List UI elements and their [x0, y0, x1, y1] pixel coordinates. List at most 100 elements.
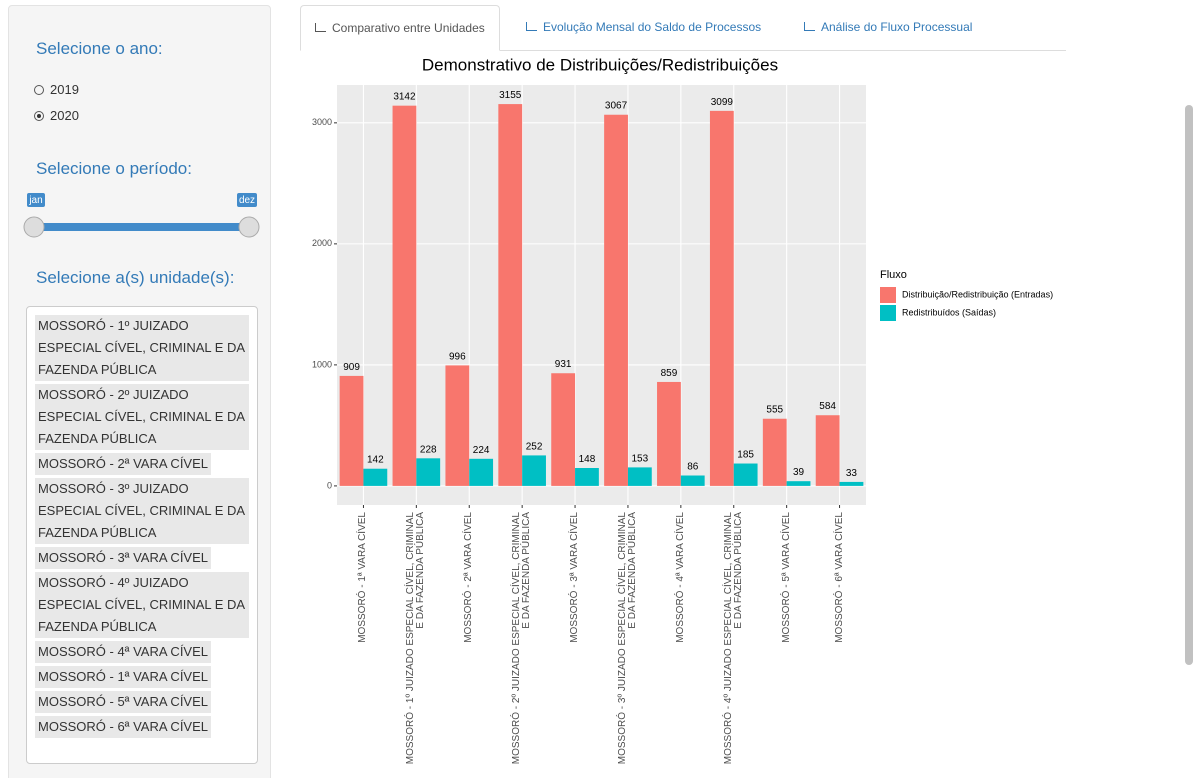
year-label: Selecione o ano: — [36, 39, 163, 58]
slider-handle[interactable] — [23, 216, 45, 238]
unit-chip[interactable]: MOSSORÓ - 4º JUIZADO ESPECIAL CÍVEL, CRI… — [35, 572, 249, 638]
legend-swatch — [880, 305, 896, 321]
x-tick-label: MOSSORÓ - 2º JUIZADO ESPECIAL CÍVEL, CRI… — [511, 512, 533, 765]
period-slider[interactable]: jan dez — [9, 191, 272, 251]
bar — [498, 104, 523, 486]
y-tick-label: 2000 — [312, 238, 332, 248]
x-tick-label: MOSSORÓ - 6ª VARA CÍVEL — [833, 512, 845, 643]
bar — [839, 481, 864, 486]
slider-to: dez — [239, 195, 255, 206]
unit-chip[interactable]: MOSSORÓ - 4ª VARA CÍVEL — [35, 641, 212, 663]
value-label: 148 — [579, 454, 596, 465]
scrollbar[interactable] — [1185, 105, 1193, 665]
tab-label[interactable]: Comparativo entre Unidades — [332, 21, 485, 35]
bar — [392, 105, 417, 486]
legend-title: Fluxo — [880, 269, 907, 281]
unit-chip[interactable]: MOSSORÓ - 3º JUIZADO ESPECIAL CÍVEL, CRI… — [35, 478, 249, 544]
y-tick-label: 0 — [327, 480, 332, 490]
bar — [709, 110, 734, 486]
bar — [522, 455, 546, 486]
tab-bar: Comparativo entre Unidades Evolução Mensa… — [300, 5, 1066, 51]
value-label: 224 — [473, 445, 490, 456]
slider-handle[interactable] — [238, 216, 260, 238]
bar — [680, 475, 705, 486]
value-label: 33 — [846, 468, 858, 479]
bar — [445, 365, 470, 486]
unit-chip[interactable]: MOSSORÓ - 6ª VARA CÍVEL — [35, 716, 212, 738]
bar — [575, 467, 599, 486]
bar — [733, 463, 758, 486]
value-label: 3155 — [499, 90, 522, 101]
period-label: Selecione o período: — [36, 159, 192, 178]
tab-icon — [804, 22, 815, 31]
slider-from: jan — [28, 195, 42, 206]
value-label: 996 — [449, 351, 466, 362]
value-label: 3142 — [393, 92, 416, 103]
x-tick-label: MOSSORÓ - 1ª VARA CÍVEL — [357, 512, 369, 643]
bar — [815, 415, 840, 486]
legend-swatch — [880, 287, 896, 303]
value-label: 185 — [737, 450, 754, 461]
bar — [339, 375, 364, 486]
x-tick-label: MOSSORÓ - 3ª VARA CÍVEL — [569, 512, 581, 643]
year-radio[interactable]: 2019 — [34, 82, 79, 97]
year-option[interactable]: 2019 — [50, 82, 79, 97]
units-select[interactable]: MOSSORÓ - 1º JUIZADO ESPECIAL CÍVEL, CRI… — [26, 306, 258, 764]
x-tick-label: MOSSORÓ - 4ª VARA CÍVEL — [674, 512, 686, 643]
tab[interactable]: Análise do Fluxo Processual — [790, 5, 986, 50]
value-label: 909 — [343, 362, 360, 373]
unit-chip[interactable]: MOSSORÓ - 2º JUIZADO ESPECIAL CÍVEL, CRI… — [35, 384, 249, 450]
unit-chip[interactable]: MOSSORÓ - 5ª VARA CÍVEL — [35, 691, 212, 713]
value-label: 859 — [661, 368, 678, 379]
sidebar: Selecione o ano: Selecione o período: ja… — [8, 5, 271, 778]
value-label: 39 — [793, 467, 805, 478]
year-option[interactable]: 2020 — [50, 108, 79, 123]
unit-chip[interactable]: MOSSORÓ - 1ª VARA CÍVEL — [35, 666, 212, 688]
x-tick-label: MOSSORÓ - 2ª VARA CÍVEL — [463, 512, 475, 643]
unit-chip[interactable]: MOSSORÓ - 3ª VARA CÍVEL — [35, 547, 212, 569]
value-label: 86 — [687, 462, 699, 473]
bar — [786, 481, 811, 486]
chart-title: Demonstrativo de Distribuições/Redistrib… — [422, 55, 778, 74]
bar — [551, 373, 576, 486]
x-tick-label: MOSSORÓ - 4º JUIZADO ESPECIAL CÍVEL, CRI… — [722, 512, 744, 765]
chart: Demonstrativo de Distribuições/Redistrib… — [312, 55, 1053, 508]
tab-label[interactable]: Evolução Mensal do Saldo de Processos — [543, 20, 762, 34]
slider-track — [34, 223, 249, 231]
tab-icon — [526, 22, 537, 31]
legend-label: Redistribuídos (Saídas) — [902, 307, 996, 317]
radio-dot[interactable] — [34, 110, 44, 121]
unit-chip[interactable]: MOSSORÓ - 2ª VARA CÍVEL — [35, 453, 212, 475]
y-tick-label: 1000 — [312, 359, 332, 369]
value-label: 3067 — [605, 101, 628, 112]
bar — [657, 381, 681, 486]
tab-icon — [315, 23, 326, 32]
radio-dot[interactable] — [34, 84, 44, 95]
year-radio[interactable]: 2020 — [34, 108, 79, 123]
slider-to-badge — [237, 193, 257, 207]
value-label: 555 — [766, 405, 783, 416]
value-label: 228 — [420, 444, 437, 455]
bar — [416, 458, 441, 486]
value-label: 153 — [632, 453, 649, 464]
slider-from-badge — [27, 193, 45, 207]
bar — [363, 468, 388, 486]
x-tick-label: MOSSORÓ - 5ª VARA CÍVEL — [780, 512, 792, 643]
bar — [469, 458, 494, 486]
x-tick-label: MOSSORÓ - 1º JUIZADO ESPECIAL CÍVEL, CRI… — [405, 512, 427, 765]
bar — [627, 467, 652, 486]
tab[interactable]: Comparativo entre Unidades — [300, 5, 500, 51]
bar — [604, 114, 628, 486]
y-tick-label: 3000 — [312, 117, 332, 127]
unit-chip[interactable]: MOSSORÓ - 1º JUIZADO ESPECIAL CÍVEL, CRI… — [35, 315, 249, 381]
value-label: 252 — [526, 441, 543, 452]
value-label: 584 — [819, 401, 836, 412]
bar — [762, 418, 787, 486]
value-label: 931 — [555, 359, 572, 370]
value-label: 3099 — [711, 97, 734, 108]
tab-label[interactable]: Análise do Fluxo Processual — [821, 20, 973, 34]
legend-label: Distribuição/Redistribuição (Entradas) — [902, 289, 1053, 299]
x-tick-label: MOSSORÓ - 3º JUIZADO ESPECIAL CÍVEL, CRI… — [616, 512, 638, 765]
tab[interactable]: Evolução Mensal do Saldo de Processos — [512, 5, 775, 50]
